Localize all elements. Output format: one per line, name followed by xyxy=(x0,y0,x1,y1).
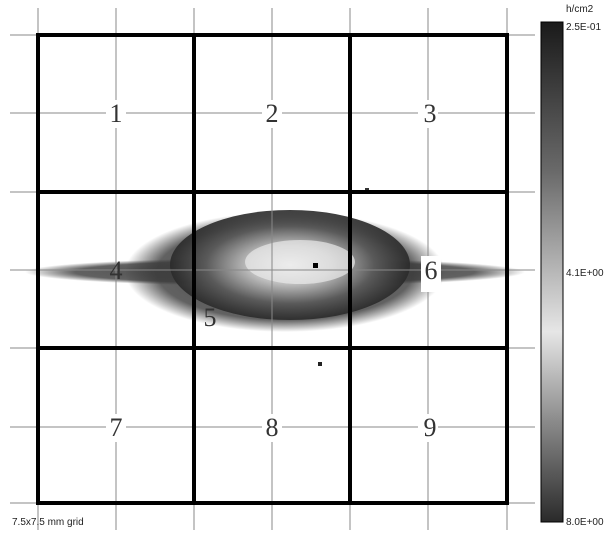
cell-label: 5 xyxy=(204,303,217,332)
cell-label: 9 xyxy=(424,413,437,442)
cell-grid xyxy=(36,33,509,505)
grid-caption: 7.5x7.5 mm grid xyxy=(12,517,84,528)
cell-label: 7 xyxy=(110,413,123,442)
colorbar-label: 4.1E+00 xyxy=(566,268,604,279)
colorbar: h/cm2 2.5E-01 4.1E+00 8.0E+00 xyxy=(540,4,604,528)
cell-label: 4 xyxy=(110,256,123,285)
cell-label: 3 xyxy=(424,99,437,128)
colorbar-label: 2.5E-01 xyxy=(566,22,601,33)
cell-label: 8 xyxy=(266,413,279,442)
beam-spot xyxy=(25,188,525,366)
cell-label: 2 xyxy=(266,99,279,128)
colorbar-unit: h/cm2 xyxy=(566,4,594,15)
cell-labels: 1 2 3 4 5 6 7 8 9 xyxy=(106,99,441,442)
cell-label: 6 xyxy=(425,256,438,285)
colorbar-label: 8.0E+00 xyxy=(566,517,604,528)
cell-label: 1 xyxy=(110,99,123,128)
